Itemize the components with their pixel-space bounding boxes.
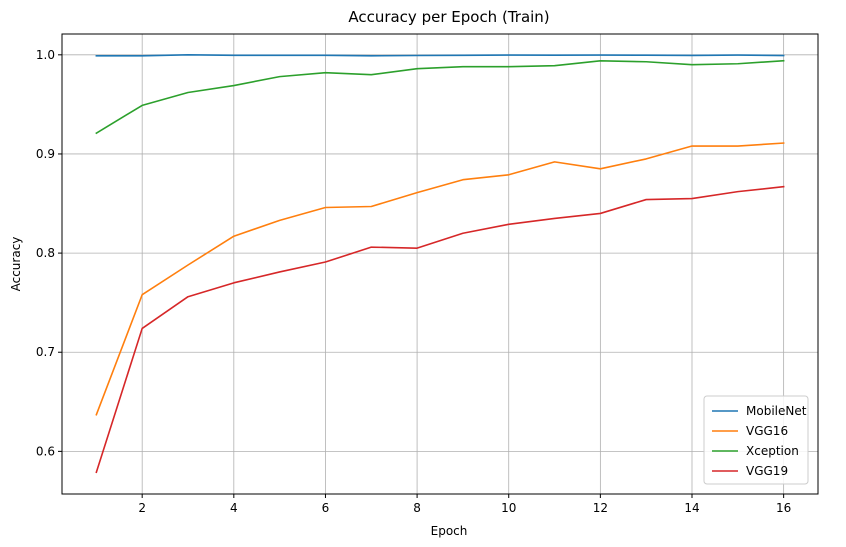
y-tick-label: 0.9: [36, 147, 55, 161]
y-tick-label: 0.6: [36, 444, 55, 458]
y-tick-label: 1.0: [36, 48, 55, 62]
y-axis-label: Accuracy: [9, 237, 23, 292]
series-line-vgg16: [95, 142, 785, 416]
series-line-vgg19: [95, 185, 785, 474]
x-tick-label: 16: [776, 501, 791, 515]
legend: MobileNet VGG16 Xception VGG19: [703, 395, 809, 485]
plot-frame: [61, 33, 819, 495]
series-lines: [95, 54, 785, 474]
series-line-xception: [95, 59, 785, 135]
legend-label-xception: Xception: [746, 444, 799, 458]
x-tick-label: 12: [593, 501, 608, 515]
x-tick-label: 10: [501, 501, 516, 515]
chart-title: Accuracy per Epoch (Train): [348, 8, 549, 26]
axis-ticks: 2 4 6 8 10 12 14 16 0.6 0.7 0.8 0.9 1.0: [36, 48, 791, 515]
x-axis-label: Epoch: [431, 524, 468, 538]
series-line-mobilenet: [95, 54, 785, 57]
x-tick-label: 2: [138, 501, 146, 515]
x-tick-label: 14: [684, 501, 699, 515]
x-tick-label: 6: [322, 501, 330, 515]
legend-label-vgg16: VGG16: [746, 424, 788, 438]
x-tick-label: 4: [230, 501, 238, 515]
legend-label-mobilenet: MobileNet: [746, 404, 807, 418]
x-tick-label: 8: [413, 501, 421, 515]
legend-label-vgg19: VGG19: [746, 464, 788, 478]
y-tick-label: 0.8: [36, 246, 55, 260]
legend-box: [703, 395, 809, 485]
y-tick-label: 0.7: [36, 345, 55, 359]
